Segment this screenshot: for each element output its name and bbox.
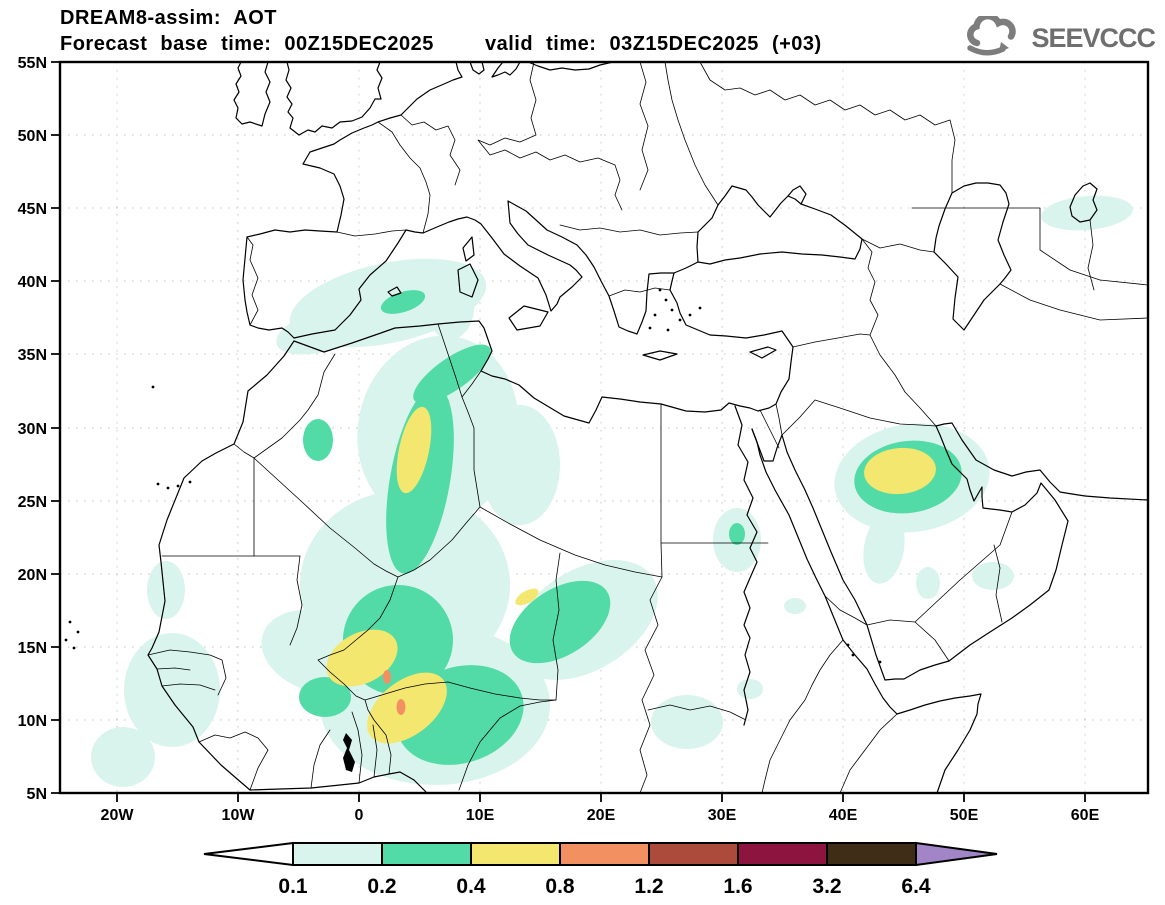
colorbar-segment — [559, 842, 650, 866]
lat-label: 50N — [18, 128, 47, 145]
x-axis-labels: 20W 10W 0 10E 20E 30E 40E 50E 60E — [101, 807, 1100, 824]
lat-label: 55N — [18, 55, 47, 72]
colorbar-label: 1.6 — [723, 875, 752, 898]
lat-label: 10N — [18, 713, 47, 730]
lat-label: 45N — [18, 201, 47, 218]
colorbar-label: 0.2 — [367, 875, 396, 898]
aot-contours-level-0.8 — [383, 670, 406, 715]
lon-label: 60E — [1071, 807, 1100, 824]
island-specks — [64, 288, 882, 772]
country-borders — [147, 61, 1149, 794]
lat-label: 30N — [18, 421, 47, 438]
lat-label: 40N — [18, 274, 47, 291]
cloud-arrow-icon — [967, 16, 1017, 56]
lat-label: 25N — [18, 494, 47, 511]
colorbar-segment — [470, 842, 561, 866]
lon-label: 20E — [587, 807, 616, 824]
lat-label: 15N — [18, 640, 47, 657]
lon-label: 20W — [101, 807, 135, 824]
lon-label: 50E — [950, 807, 979, 824]
colorbar: 0.1 0.2 0.4 0.8 1.2 1.6 3.2 6.4 — [203, 841, 998, 898]
axis-ticks — [51, 61, 1086, 802]
aot-contours-level-0.4 — [326, 406, 936, 744]
colorbar-below-min-arrow — [203, 841, 294, 867]
page-title: DREAM8-assim: AOT — [60, 7, 278, 29]
lat-label: 5N — [27, 786, 47, 803]
seevccc-logo: SEEVCCC — [963, 16, 1156, 60]
lon-label: 10E — [466, 807, 495, 824]
colorbar-segment — [381, 842, 472, 866]
lat-label: 35N — [18, 347, 47, 364]
colorbar-segment — [737, 842, 828, 866]
logo-text: SEEVCCC — [1031, 22, 1156, 53]
valid-time-label: valid time: 03Z15DEC2025 (+03) — [485, 33, 822, 55]
colorbar-segment — [648, 842, 739, 866]
forecast-base-time-label: Forecast base time: 00Z15DEC2025 — [60, 33, 434, 55]
colorbar-segment — [826, 842, 917, 866]
lat-label: 20N — [18, 567, 47, 584]
colorbar-label: 0.8 — [545, 875, 575, 898]
lon-label: 40E — [829, 807, 858, 824]
colorbar-label: 3.2 — [812, 875, 841, 898]
colorbar-label: 0.4 — [456, 875, 486, 898]
lon-label: 0 — [355, 807, 364, 824]
colorbar-label: 0.1 — [278, 875, 308, 898]
colorbar-label: 6.4 — [901, 875, 931, 898]
lon-label: 30E — [708, 807, 737, 824]
colorbar-above-max-arrow — [915, 841, 998, 867]
colorbar-segment — [292, 842, 383, 866]
colorbar-label: 1.2 — [634, 875, 663, 898]
y-axis-labels: 55N 50N 45N 40N 35N 30N 25N 20N 15N 10N … — [18, 55, 47, 803]
lon-label: 10W — [222, 807, 256, 824]
